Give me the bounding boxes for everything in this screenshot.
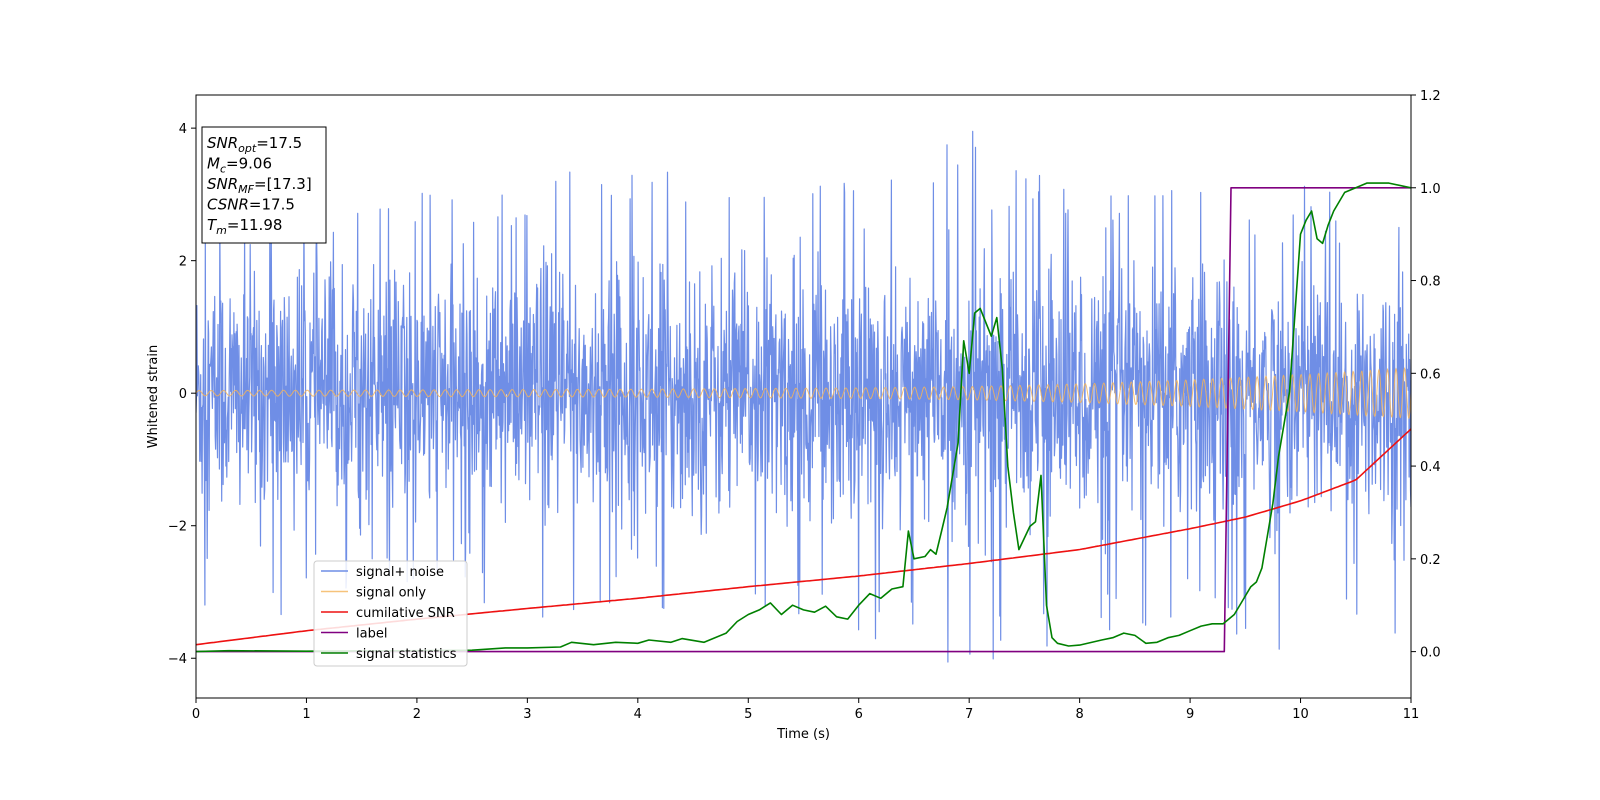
info-box-line: SNRopt=17.5 — [207, 134, 302, 155]
signal-statistics-line — [196, 182, 1411, 653]
y2-tick-label: 0.4 — [1420, 460, 1441, 475]
y2-tick-label: 1.2 — [1420, 89, 1441, 104]
info-box-line: Tm=11.98 — [207, 216, 282, 237]
x-axis-label: Time (s) — [776, 727, 830, 742]
legend-entry: label — [356, 627, 387, 642]
x-tick-label: 6 — [855, 707, 863, 722]
y2-tick-label: 1.0 — [1420, 182, 1441, 197]
y-tick-label: 2 — [179, 255, 187, 270]
info-box-line: SNRMF=[17.3] — [207, 175, 312, 196]
x-tick-label: 4 — [634, 707, 642, 722]
signal-only-series — [196, 366, 1411, 419]
plot-frame — [195, 94, 1412, 699]
x-tick-label: 8 — [1075, 707, 1083, 722]
y-tick-label: 0 — [179, 387, 187, 402]
x-tick-label: 10 — [1292, 707, 1309, 722]
x-tick-label: 11 — [1403, 707, 1420, 722]
x-tick-label: 2 — [413, 707, 421, 722]
legend-entry: signal only — [356, 586, 426, 601]
info-box-frame — [201, 126, 327, 244]
x-tick-label: 0 — [192, 707, 200, 722]
y-axis-right: 0.0 0.2 0.4 0.6 0.8 1.0 1.2 — [1411, 89, 1441, 661]
legend-entry: signal statistics — [356, 647, 457, 662]
legend: signal+ noise signal only cumilative SNR la… — [313, 560, 468, 667]
y-tick-label: 4 — [179, 122, 187, 137]
y-tick-label: −2 — [168, 520, 187, 535]
x-tick-label: 1 — [302, 707, 310, 722]
legend-frame — [313, 560, 468, 667]
info-box-line: Mc=9.06 — [207, 155, 272, 176]
x-tick-label: 9 — [1186, 707, 1194, 722]
info-box-line: CSNR=17.5 — [207, 196, 295, 214]
legend-entry: cumilative SNR — [356, 606, 455, 621]
x-tick-label: 3 — [523, 707, 531, 722]
y2-tick-label: 0.6 — [1420, 367, 1441, 382]
legend-entry: signal+ noise — [356, 565, 444, 580]
x-axis: 0 1 2 3 4 5 6 7 8 9 10 11 — [192, 698, 1419, 722]
signal-only-line — [196, 366, 1411, 419]
y2-tick-label: 0.8 — [1420, 275, 1441, 290]
x-tick-label: 7 — [965, 707, 973, 722]
y-tick-label: −4 — [168, 652, 187, 667]
label-line — [196, 187, 1411, 653]
y-axis-label: Whitened strain — [146, 345, 161, 448]
signal-noise-line — [196, 130, 1411, 663]
x-tick-label: 5 — [744, 707, 752, 722]
y2-tick-label: 0.2 — [1420, 553, 1441, 568]
signal-noise-series — [196, 130, 1411, 663]
y2-tick-label: 0.0 — [1420, 646, 1441, 661]
y-axis-left: −4 −2 0 2 4 — [168, 122, 196, 667]
